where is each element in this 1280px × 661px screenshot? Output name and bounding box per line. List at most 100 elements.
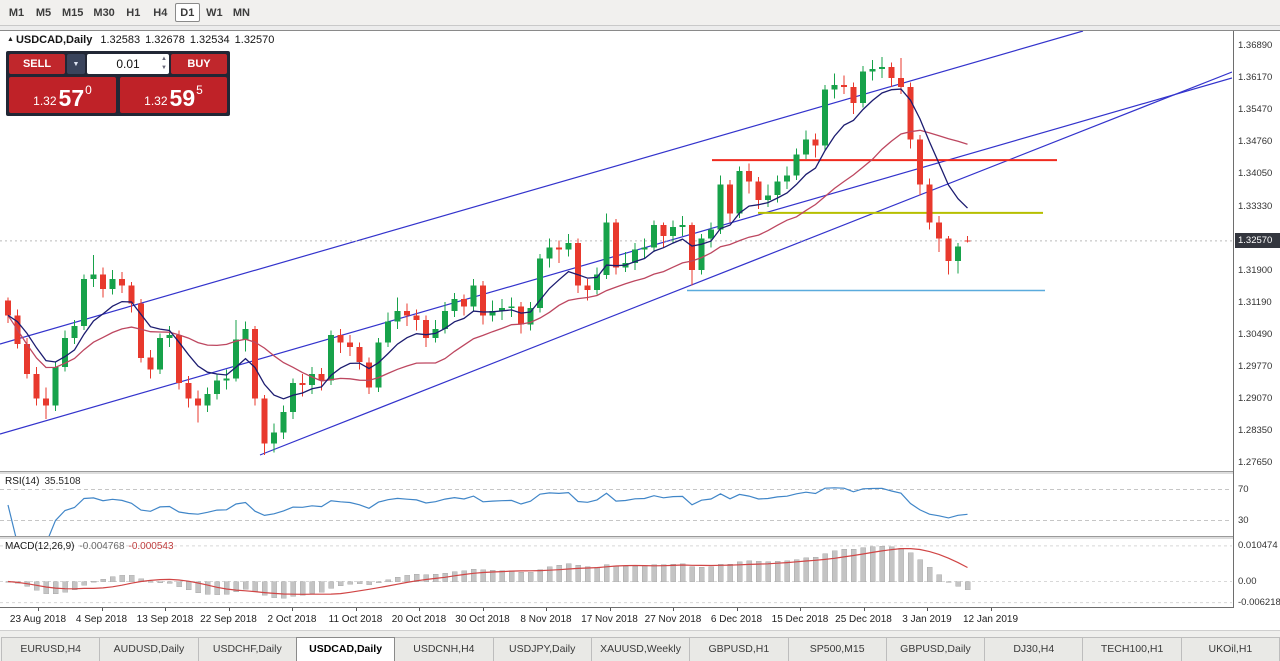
symbol-tab-ukoil[interactable]: UKOil,H1	[1180, 637, 1280, 661]
symbol-tab-tech100[interactable]: TECH100,H1	[1082, 637, 1182, 661]
axis-price-label: 70	[1238, 483, 1249, 495]
date-tick	[101, 608, 103, 611]
axis-price-label: 1.29770	[1238, 361, 1273, 373]
timeframe-button-m30[interactable]: M30	[93, 7, 115, 19]
rsi-name: RSI(14)	[5, 476, 40, 487]
timeframe-button-d1[interactable]: D1	[174, 3, 200, 22]
symbol-tab-gbpusd[interactable]: GBPUSD,Daily	[885, 637, 986, 661]
symbol-tab-audusd[interactable]: AUDUSD,Daily	[99, 637, 199, 661]
axis-price-label: 0.00	[1238, 575, 1257, 587]
sell-button-label: SELL	[22, 58, 52, 70]
date-label: 12 Jan 2019	[962, 614, 1019, 625]
date-label: 13 Sep 2018	[136, 614, 194, 625]
one-click-trading-panel: SELL ▼ 0.01 ▲ ▼ BUY 1.32 57 0	[6, 51, 230, 116]
date-tick	[228, 608, 230, 611]
sell-price-prefix: 1.32	[33, 94, 57, 108]
chart-window: ▲ USDCAD,Daily 1.32583 1.32678 1.32534 1.3257…	[0, 30, 1280, 631]
lot-size-input[interactable]: 0.01 ▲ ▼	[87, 54, 169, 74]
axis-price-label: 1.35470	[1238, 104, 1273, 115]
timeframe-button-m5[interactable]: M5	[35, 7, 52, 19]
date-axis[interactable]: 23 Aug 2018 4 Sep 2018 13 Sep 2018 22 Sep 2…	[0, 607, 1280, 631]
symbol-tab-eurusd[interactable]: EURUSD,H4	[1, 637, 101, 661]
date-label: 27 Nov 2018	[644, 614, 702, 625]
macd-signal-value: -0.000543	[128, 541, 174, 552]
date-label: 4 Sep 2018	[75, 614, 128, 625]
main-price-pane: ▲ USDCAD,Daily 1.32583 1.32678 1.32534 1.3257…	[0, 31, 1232, 471]
symbol-tab-dj30[interactable]: DJ30,H4	[984, 637, 1084, 661]
sell-price-button[interactable]: 1.32 57 0	[9, 77, 116, 113]
buy-button[interactable]: BUY	[171, 54, 227, 74]
timeframe-button-h4[interactable]: H4	[153, 7, 168, 19]
timeframe-button-h1[interactable]: H1	[126, 7, 141, 19]
date-tick	[609, 608, 611, 611]
open-value: 1.32583	[100, 34, 141, 46]
date-label: 2 Oct 2018	[267, 614, 317, 625]
symbol-tab-gbpusd[interactable]: GBPUSD,H1	[689, 637, 789, 661]
lot-decrease-icon[interactable]: ▼	[161, 65, 167, 71]
candlestick-chart[interactable]	[0, 31, 1232, 471]
symbol-tab-sp500[interactable]: SP500,M15	[787, 637, 887, 661]
date-label: 8 Nov 2018	[520, 614, 572, 625]
date-label: 25 Dec 2018	[835, 614, 892, 625]
date-label: 20 Oct 2018	[391, 614, 447, 625]
date-label: 11 Oct 2018	[328, 614, 383, 625]
symbol-tab-usdjpy[interactable]: USDJPY,Daily	[492, 637, 592, 661]
buy-price-prefix: 1.32	[144, 94, 168, 108]
timeframe-button-w1[interactable]: W1	[206, 7, 223, 19]
date-label: 15 Dec 2018	[771, 614, 829, 625]
high-value: 1.32678	[145, 34, 185, 46]
symbol-tab-usdchf[interactable]: USDCHF,Daily	[197, 637, 297, 661]
sell-price-big: 57	[58, 85, 85, 111]
chart-title: ▲ USDCAD,Daily 1.32583 1.32678 1.32534 1.3257…	[7, 34, 279, 46]
buy-price-sup: 5	[196, 83, 203, 97]
date-label: 3 Jan 2019	[902, 614, 952, 625]
timeframe-toolbar: M1 M5 M15 M30 H1 H4 D1 W1 MN	[0, 0, 1280, 26]
low-value: 1.32534	[189, 34, 230, 46]
macd-chart[interactable]	[0, 539, 1232, 607]
date-tick	[673, 608, 674, 611]
date-tick	[546, 608, 547, 611]
current-price-badge: 1.32570	[1235, 232, 1280, 248]
order-type-dropdown[interactable]: ▼	[67, 54, 85, 74]
date-label: 23 Aug 2018	[9, 614, 67, 625]
axis-price-label: 1.27650	[1238, 456, 1273, 468]
timeframe-button-m15[interactable]: M15	[62, 7, 84, 19]
symbol-tab-usdcad[interactable]: USDCAD,Daily	[295, 637, 396, 661]
date-tick	[482, 608, 484, 611]
rsi-label: RSI(14) 35.5108	[5, 476, 81, 487]
lot-increase-icon[interactable]: ▲	[161, 56, 167, 62]
date-label: 30 Oct 2018	[455, 614, 510, 625]
axis-price-label: 1.31900	[1238, 265, 1273, 277]
macd-name: MACD(12,26,9)	[5, 541, 75, 552]
timeframe-button-m1[interactable]: M1	[8, 7, 25, 19]
date-label: 6 Dec 2018	[710, 614, 763, 625]
pane-splitter[interactable]	[0, 536, 1280, 539]
symbol-tab-usdcnh[interactable]: USDCNH,H4	[394, 637, 494, 661]
date-label: 17 Nov 2018	[581, 614, 638, 625]
date-tick	[419, 608, 420, 611]
date-tick	[38, 608, 39, 611]
ma-slow-line	[7, 129, 968, 382]
buy-price-button[interactable]: 1.32 59 5	[120, 77, 227, 113]
axis-price-label: 1.36170	[1238, 72, 1273, 84]
price-axis[interactable]: 1.32570 1.36890 1.36170 1.35470 1.34760 1.34…	[1233, 31, 1280, 608]
pane-splitter[interactable]	[0, 471, 1280, 474]
rsi-chart[interactable]	[0, 474, 1232, 536]
timeframe-button-mn[interactable]: MN	[232, 7, 250, 19]
sell-button[interactable]: SELL	[9, 54, 65, 74]
date-tick	[165, 608, 166, 611]
date-tick	[927, 608, 928, 611]
axis-price-label: -0.006218	[1238, 596, 1280, 608]
axis-price-label: 1.36890	[1238, 39, 1273, 51]
macd-main-value: -0.004768	[79, 541, 125, 552]
axis-price-label: 0.010474	[1238, 539, 1278, 551]
date-tick	[990, 608, 992, 611]
axis-price-label: 1.30490	[1238, 328, 1273, 340]
rsi-indicator-pane: RSI(14) 35.5108	[0, 474, 1232, 536]
symbol-tab-xauusd[interactable]: XAUUSD,Weekly	[590, 637, 691, 661]
close-value: 1.32570	[234, 34, 275, 46]
lot-stepper: ▲ ▼	[161, 55, 167, 73]
date-label: 22 Sep 2018	[200, 614, 257, 625]
lot-size-value: 0.01	[116, 57, 140, 71]
rsi-line	[7, 487, 968, 536]
